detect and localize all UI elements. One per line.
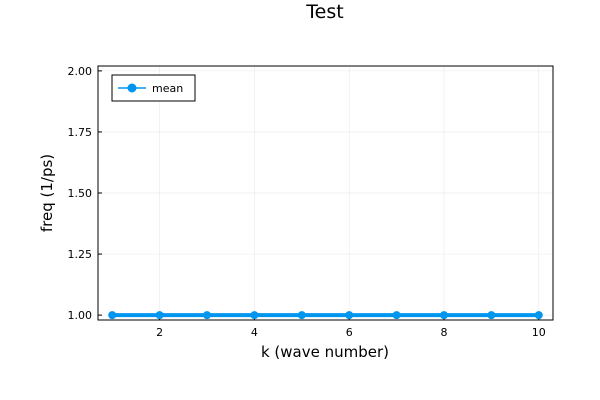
data-point — [439, 311, 448, 320]
data-point — [534, 311, 543, 320]
x-tick-label: 4 — [251, 326, 258, 339]
y-tick-label: 1.50 — [68, 187, 93, 200]
series-layer — [108, 311, 543, 320]
data-point — [297, 311, 306, 320]
data-point — [487, 311, 496, 320]
y-tick-label: 1.25 — [68, 248, 93, 261]
x-tick-label: 2 — [156, 326, 163, 339]
y-axis: 1.00 1.25 1.50 1.75 2.00 — [68, 65, 102, 322]
x-axis-label: k (wave number) — [261, 343, 389, 361]
x-tick-label: 6 — [346, 326, 353, 339]
data-point — [250, 311, 259, 320]
x-tick-label: 10 — [532, 326, 546, 339]
chart-title: Test — [305, 1, 343, 23]
legend-marker-mean — [127, 83, 137, 93]
data-point — [155, 311, 164, 320]
x-tick-label: 8 — [440, 326, 447, 339]
legend: mean — [111, 74, 196, 102]
y-tick-label: 1.75 — [68, 126, 93, 139]
y-axis-label: freq (1/ps) — [38, 154, 56, 232]
data-point — [392, 311, 401, 320]
data-point — [108, 311, 117, 320]
legend-label-mean: mean — [152, 82, 183, 95]
y-tick-label: 1.00 — [68, 309, 93, 322]
data-point — [203, 311, 212, 320]
data-point — [345, 311, 354, 320]
y-tick-label: 2.00 — [68, 65, 93, 78]
